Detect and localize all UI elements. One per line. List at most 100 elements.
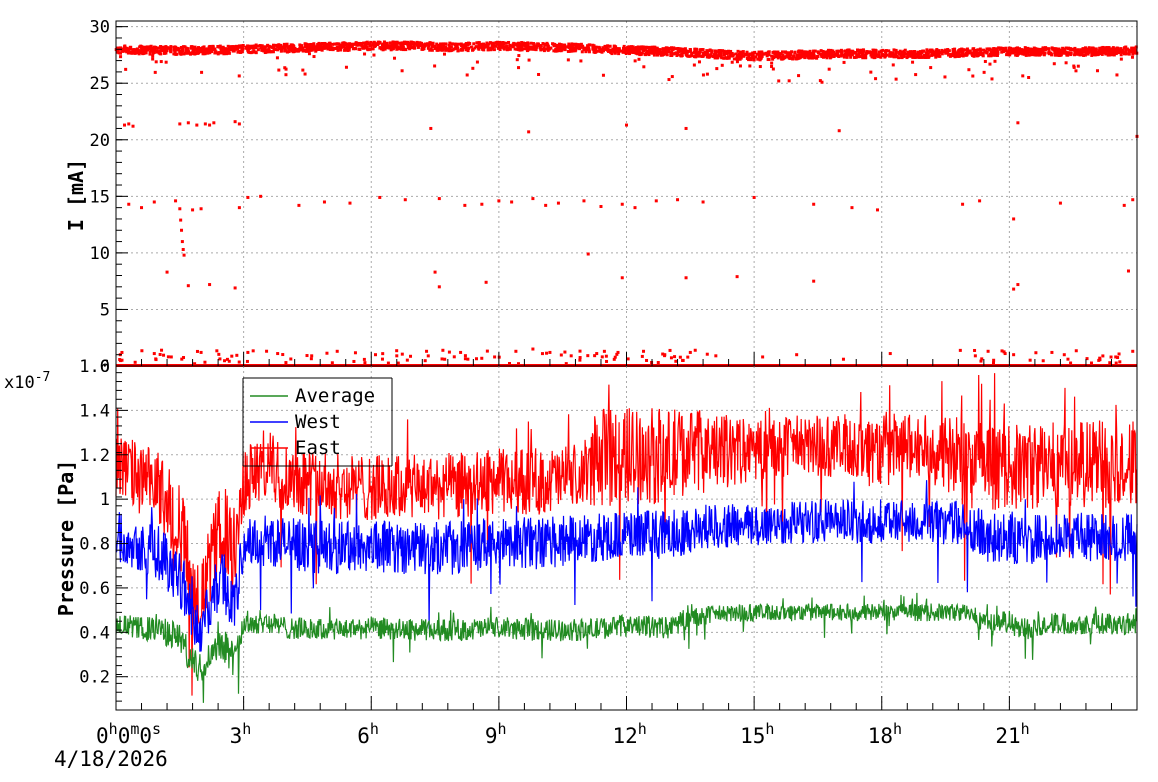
- current-point: [1050, 350, 1054, 354]
- current-point: [821, 53, 825, 57]
- current-point: [989, 50, 993, 54]
- current-point: [652, 53, 656, 57]
- current-point: [1015, 53, 1019, 57]
- current-point: [287, 50, 291, 54]
- current-point: [826, 48, 830, 52]
- series-line-west: [115, 480, 1138, 652]
- current-point: [651, 47, 655, 51]
- current-point: [395, 40, 399, 44]
- current-point: [441, 42, 445, 46]
- current-point: [326, 47, 330, 51]
- current-point: [601, 46, 605, 50]
- current-point: [497, 44, 501, 48]
- current-point: [1064, 61, 1068, 65]
- current-point: [319, 43, 323, 47]
- current-point: [814, 56, 818, 60]
- x-tick-label-6: 18h​: [868, 720, 902, 748]
- current-point: [502, 45, 506, 49]
- current-point: [637, 50, 641, 54]
- current-point: [900, 53, 904, 57]
- current-point: [631, 49, 635, 53]
- current-point: [1055, 53, 1059, 57]
- current-point: [158, 52, 162, 56]
- current-point: [459, 350, 463, 354]
- current-point: [971, 47, 975, 51]
- current-point: [867, 50, 871, 54]
- current-point: [422, 47, 426, 51]
- current-point: [244, 46, 248, 50]
- current-point: [890, 54, 894, 58]
- current-point: [771, 55, 775, 59]
- current-point: [892, 48, 896, 52]
- current-point: [169, 50, 173, 54]
- current-point: [955, 53, 959, 57]
- current-point: [425, 349, 429, 353]
- current-point: [684, 276, 688, 280]
- current-point: [1038, 53, 1042, 57]
- current-point: [697, 51, 701, 55]
- current-point: [306, 44, 310, 48]
- current-point: [440, 48, 444, 52]
- current-point: [420, 43, 424, 47]
- current-point: [498, 46, 502, 50]
- current-point: [139, 51, 143, 55]
- current-point: [388, 41, 392, 45]
- current-point: [683, 47, 687, 51]
- current-point: [1119, 53, 1123, 57]
- current-point: [642, 46, 646, 50]
- current-point: [1014, 53, 1018, 57]
- current-point: [864, 51, 868, 55]
- current-point: [670, 46, 674, 50]
- current-point: [537, 72, 541, 76]
- current-point: [806, 55, 810, 59]
- current-point: [986, 349, 990, 353]
- current-point: [616, 350, 620, 354]
- current-point: [249, 45, 253, 49]
- current-point: [195, 349, 199, 353]
- current-point: [641, 47, 645, 51]
- current-point: [943, 75, 947, 79]
- current-point: [165, 49, 169, 53]
- current-point: [820, 54, 824, 58]
- current-point: [305, 354, 309, 358]
- current-point: [967, 51, 971, 55]
- current-point: [229, 45, 233, 49]
- current-point: [848, 53, 852, 57]
- current-point: [168, 48, 172, 52]
- current-point: [259, 45, 263, 49]
- current-point: [320, 45, 324, 49]
- current-point: [123, 46, 127, 50]
- current-point: [496, 46, 500, 50]
- current-point: [552, 49, 556, 53]
- current-point: [330, 47, 334, 51]
- current-point: [1127, 51, 1131, 55]
- current-point: [1029, 53, 1033, 57]
- current-point: [178, 207, 182, 211]
- current-point: [233, 286, 237, 290]
- current-point: [860, 52, 864, 56]
- current-point: [839, 48, 843, 52]
- current-point: [350, 43, 354, 47]
- current-point: [655, 46, 659, 50]
- current-point: [251, 349, 255, 353]
- current-point: [341, 45, 345, 49]
- current-point: [608, 44, 612, 48]
- current-point: [894, 52, 898, 56]
- current-point: [351, 42, 355, 46]
- current-point: [306, 49, 310, 53]
- current-point: [1076, 52, 1080, 56]
- current-point: [564, 362, 568, 366]
- current-point: [674, 47, 678, 51]
- current-point: [372, 41, 376, 45]
- current-point: [633, 47, 637, 51]
- current-ytick-label-2: 10: [90, 244, 110, 264]
- current-point: [335, 45, 339, 49]
- current-point: [575, 46, 579, 50]
- current-point: [401, 45, 405, 49]
- current-point: [759, 50, 763, 54]
- current-point: [203, 360, 207, 364]
- current-point: [285, 42, 289, 46]
- current-point: [447, 47, 451, 51]
- x-tick-label-7: 21h​: [995, 720, 1029, 748]
